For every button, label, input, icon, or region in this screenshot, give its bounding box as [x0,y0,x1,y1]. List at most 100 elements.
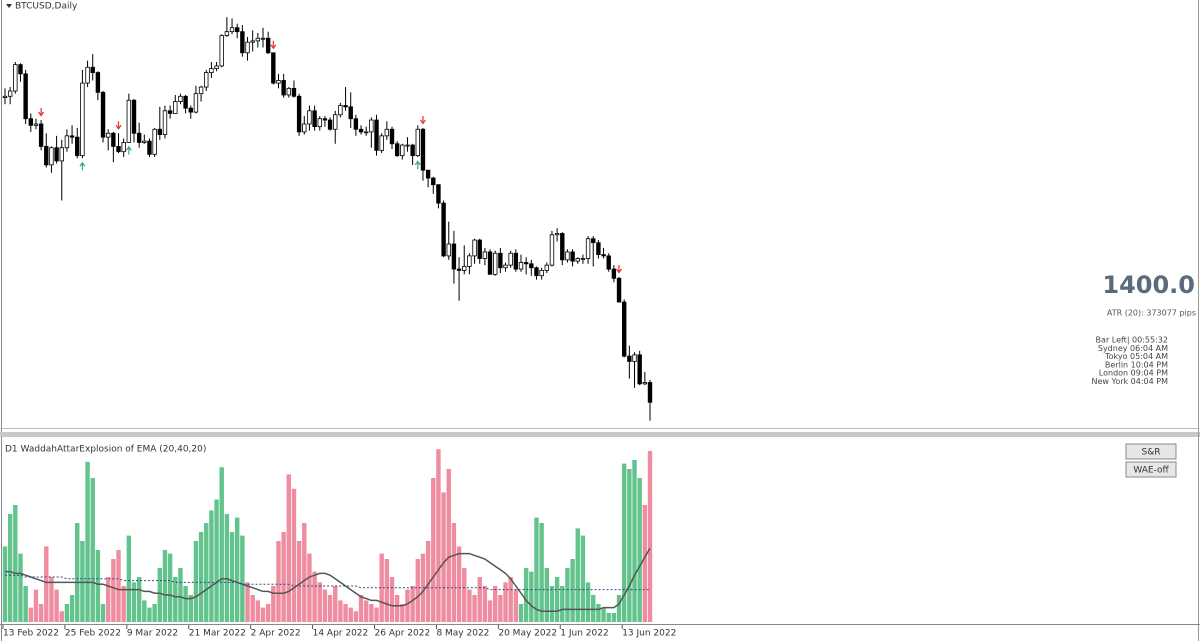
histogram-bar [173,577,178,622]
histogram-bar [54,589,59,622]
histogram-bar [642,505,648,622]
histogram-bar [121,586,126,622]
histogram-bar [2,546,8,622]
candle-body [131,99,137,134]
histogram-bar [565,568,570,622]
time-label: 26 Apr 2022 [375,629,431,639]
histogram-bar [596,604,601,622]
clock-line: Sydney 06:04 AM [1098,344,1168,353]
time-axis: 13 Feb 2022 25 Feb 2022 9 Mar 2022 21 Mar 2… [2,625,676,639]
candle-body [580,258,586,260]
histogram-bar [456,546,462,622]
candle-body [173,101,178,114]
histogram-bar [637,478,642,622]
time-label: 20 May 2022 [498,629,557,639]
histogram-bar [126,535,132,622]
button-face [1125,443,1177,460]
histogram-bar [64,604,70,622]
candle-body [126,99,132,143]
candle-body [13,64,18,92]
candle-body [503,264,508,269]
histogram-bar [69,595,75,622]
histogram-bar [627,469,632,622]
pane-separator [0,432,1200,437]
candle-body [327,119,333,130]
candle-body [570,251,575,262]
histogram-bar [446,469,451,622]
histogram-bar [59,611,64,622]
histogram-bar [477,577,482,622]
histogram-bar [379,553,384,622]
histogram-bar [136,577,142,622]
candle-body [111,132,116,147]
candle-body [23,73,28,120]
candle-body [250,40,255,43]
histogram-bar [647,451,653,622]
candle-body [431,177,436,186]
histogram-bar [260,607,266,622]
candle-body [296,95,302,133]
histogram-bar [152,604,157,622]
indicator-button[interactable]: WAE-off [1125,461,1177,478]
histogram-bar [90,478,95,622]
candle-body [80,82,85,157]
histogram-bar [544,568,549,622]
sell-arrow [616,264,623,274]
candle-body [255,37,261,42]
candle-body [616,277,622,303]
candle-body [106,132,111,138]
histogram-bar [523,568,529,622]
candle-body [69,135,75,138]
candle-body [100,91,106,138]
candle-body [363,131,369,134]
indicator-button[interactable]: S&R [1125,443,1177,460]
candle-body [85,66,90,84]
candle-body [188,107,193,113]
candle-body [116,146,121,153]
histogram-bar [198,532,204,622]
histogram-bar [204,523,209,622]
candle-body [611,268,617,279]
candle-body [136,132,142,143]
candle-body [183,95,188,109]
candle-body [518,262,524,270]
candle-body [95,72,101,93]
candle-body [75,136,80,157]
histogram-bar [384,559,390,622]
clock-line: Bar Left| 00:55:32 [1096,336,1168,345]
button-panel: S&R WAE-off [1125,443,1177,478]
histogram-bar [44,546,49,622]
histogram-bar [38,604,44,622]
histogram-bar [100,604,106,622]
candle-body [394,143,400,157]
candle-body [415,128,420,157]
histogram-bar [580,535,586,622]
histogram-bar [18,553,23,622]
histogram-bar [441,492,446,622]
histogram-bar [616,595,622,622]
histogram-bar [28,607,33,622]
candle-body [554,233,560,236]
histogram-bar [214,499,219,622]
candle-body [384,128,390,137]
candle-body [498,252,503,269]
histogram-bar [193,541,199,622]
candle-body [400,144,405,157]
candle-body [606,255,611,270]
candle-body [286,87,291,96]
candle-body [157,128,162,135]
clock-line: New York 04:04 PM [1092,377,1169,386]
candle-body [487,251,493,275]
candle-body [462,266,467,271]
histogram-bar [271,586,276,622]
candle-body [523,262,529,265]
histogram-bar [80,541,85,622]
candle-body [637,354,642,385]
candle-body [585,238,591,259]
time-label: 8 May 2022 [436,629,489,639]
histogram-bar [405,589,410,622]
histogram-bar [33,589,39,622]
candle-body [38,123,44,147]
